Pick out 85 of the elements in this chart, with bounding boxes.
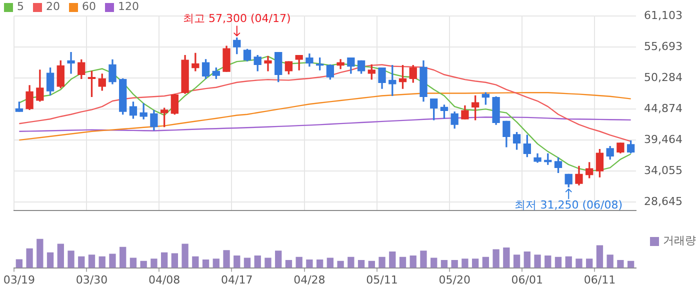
bar — [596, 245, 604, 268]
bar — [182, 244, 188, 268]
y-tick-label: 28,645 — [644, 194, 682, 208]
bar — [410, 255, 416, 268]
bar — [57, 244, 64, 268]
bar — [130, 258, 137, 268]
bar — [326, 258, 334, 268]
bar — [544, 255, 552, 268]
bar — [586, 258, 593, 268]
x-tick-label: 04/08 — [148, 273, 180, 286]
bar — [348, 256, 354, 268]
bar — [492, 249, 500, 268]
bar — [503, 247, 510, 268]
bar — [430, 258, 438, 268]
bar — [26, 248, 33, 268]
bar — [171, 253, 178, 268]
bar — [36, 238, 44, 268]
bar — [244, 258, 251, 268]
bar — [254, 255, 261, 268]
candlestick — [264, 56, 272, 72]
bar — [534, 254, 541, 268]
x-tick-label: 06/11 — [584, 273, 616, 286]
legend-label: 거래량 — [663, 234, 696, 247]
bar — [524, 251, 530, 268]
annotation: 최고 57,300 (04/17) — [183, 12, 291, 26]
bar — [627, 260, 634, 268]
bar — [617, 260, 624, 268]
bar — [192, 256, 199, 268]
bar — [565, 256, 572, 268]
y-tick-label: 44,874 — [644, 102, 682, 115]
bar — [16, 259, 23, 268]
bar — [420, 250, 427, 268]
y-tick-label: 34,055 — [644, 164, 682, 177]
bar — [462, 258, 468, 268]
x-tick-label: 03/19 — [3, 273, 36, 286]
bar — [98, 256, 106, 268]
bar — [264, 258, 272, 268]
y-tick-label: 39,464 — [644, 132, 682, 146]
y-tick-label: 50,284 — [644, 70, 682, 84]
x-tick-label: 05/11 — [366, 273, 398, 286]
bar — [440, 260, 448, 268]
bar — [316, 259, 324, 268]
candlestick — [67, 52, 75, 74]
bar — [337, 260, 344, 268]
bar — [378, 256, 386, 268]
bar — [120, 246, 126, 268]
bar — [472, 258, 479, 268]
bar — [482, 256, 490, 268]
bar — [554, 256, 562, 268]
y-tick-label: 61,103 — [644, 8, 682, 22]
bar — [140, 260, 147, 268]
bar — [46, 252, 54, 268]
x-tick-label: 04/17 — [221, 273, 253, 286]
legend-label: 60 — [82, 0, 96, 13]
bar — [368, 260, 375, 268]
bar — [160, 252, 168, 268]
x-tick-label: 06/01 — [511, 273, 543, 286]
bar — [513, 254, 520, 268]
bar — [109, 254, 116, 268]
legend-label: 120 — [118, 0, 139, 13]
bar — [389, 251, 396, 268]
x-tick-label: 04/28 — [294, 273, 326, 286]
bar — [78, 256, 85, 268]
bar — [399, 256, 406, 268]
bar — [212, 258, 220, 268]
legend-label: 20 — [46, 0, 60, 13]
bar — [576, 258, 582, 268]
bar — [88, 254, 96, 268]
bar — [606, 254, 614, 268]
bar — [275, 250, 282, 268]
bar — [223, 250, 230, 268]
legend-label: 5 — [17, 0, 24, 13]
bar — [306, 259, 313, 268]
bar — [234, 255, 240, 268]
x-tick-label: 05/20 — [438, 273, 470, 286]
y-tick-label: 55,693 — [644, 40, 682, 53]
bar — [202, 259, 210, 268]
bar — [296, 256, 302, 268]
bar — [68, 250, 74, 268]
annotation: 최저 31,250 (06/08) — [514, 198, 622, 212]
x-tick-label: 03/30 — [76, 273, 108, 286]
bar — [285, 260, 292, 268]
bar — [451, 260, 458, 268]
bar — [358, 260, 365, 268]
bar — [150, 258, 158, 268]
